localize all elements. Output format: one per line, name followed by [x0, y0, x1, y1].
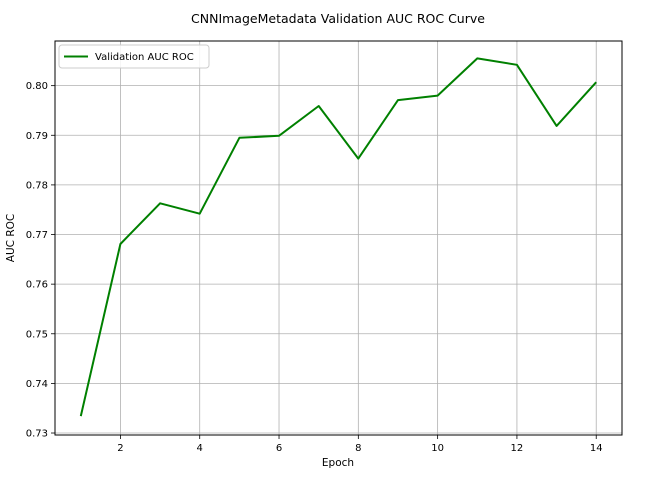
plot-area — [79, 57, 597, 417]
x-tick-label: 8 — [355, 443, 361, 454]
y-axis-label: AUC ROC — [5, 214, 17, 262]
series-line — [79, 57, 597, 417]
y-tick-label: 0.77 — [26, 230, 48, 241]
legend-box — [58, 44, 210, 69]
y-tick-label: 0.73 — [26, 429, 48, 440]
y-tick-label: 0.75 — [26, 329, 48, 340]
x-tick-label: 10 — [431, 443, 444, 454]
y-tick-label: 0.74 — [26, 379, 48, 390]
legend: Validation AUC ROC — [58, 44, 210, 69]
y-axis: 0.73 0.74 0.75 0.76 0.77 0.78 0.79 0.80 — [26, 81, 55, 440]
x-tick-label: 6 — [276, 443, 282, 454]
chart-title: CNNImageMetadata Validation AUC ROC Curv… — [191, 11, 485, 26]
y-tick-label: 0.80 — [26, 81, 48, 92]
plot-frame — [54, 40, 623, 436]
legend-label: Validation AUC ROC — [95, 52, 194, 63]
x-tick-label: 12 — [511, 443, 524, 454]
x-tick-label: 2 — [117, 443, 123, 454]
x-tick-label: 14 — [590, 443, 603, 454]
y-tick-label: 0.76 — [26, 280, 48, 291]
grid — [55, 41, 622, 435]
y-tick-label: 0.78 — [26, 180, 48, 191]
x-tick-label: 4 — [197, 443, 203, 454]
x-axis-label: Epoch — [322, 457, 354, 469]
y-tick-label: 0.79 — [26, 131, 48, 142]
x-axis: 2 4 6 8 10 12 14 — [117, 435, 603, 454]
